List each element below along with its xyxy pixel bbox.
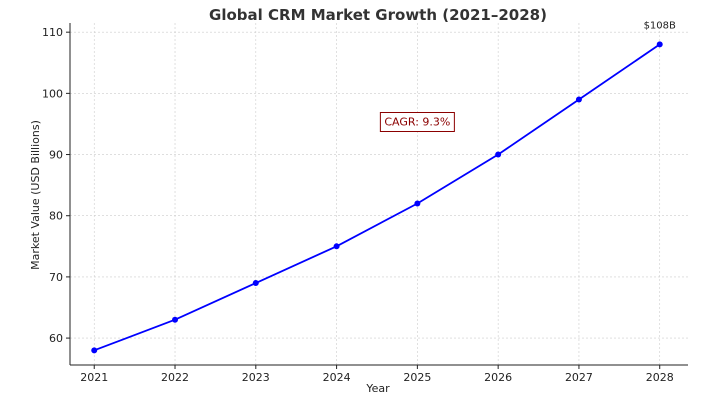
data-point: [333, 243, 340, 250]
x-tick-label: 2023: [242, 371, 270, 384]
cagr-annotation: CAGR: 9.3%: [379, 112, 455, 133]
annotations: CAGR: 9.3% $108B: [379, 21, 676, 133]
y-tick-label: 60: [49, 332, 63, 345]
x-tick-label: 2021: [80, 371, 108, 384]
y-tick-label: 100: [42, 87, 63, 100]
y-axis-label: Market Value (USD Billions): [29, 120, 42, 270]
series-line: [93, 43, 661, 352]
x-tick-label: 2024: [323, 371, 351, 384]
y-tick-label: 110: [42, 26, 63, 39]
chart-title: Global CRM Market Growth (2021–2028): [209, 6, 547, 24]
cagr-label: CAGR: 9.3%: [384, 116, 450, 129]
data-point: [414, 200, 421, 207]
endpoint-value-label: $108B: [644, 21, 676, 32]
y-tick-label: 80: [49, 210, 63, 223]
x-tick-label: 2027: [565, 371, 593, 384]
y-tick-label: 70: [49, 271, 63, 284]
data-point: [495, 151, 502, 158]
x-axis-label: Year: [365, 382, 390, 395]
series: [91, 41, 663, 354]
grid: [70, 23, 688, 365]
x-tick-label: 2025: [403, 371, 431, 384]
cagr-box: [379, 112, 455, 133]
x-tick-label: 2028: [646, 371, 674, 384]
data-point: [91, 347, 98, 354]
x-tick-label: 2026: [484, 371, 512, 384]
data-point: [252, 280, 259, 287]
data-point: [575, 96, 582, 103]
y-tick-label: 90: [49, 149, 63, 162]
axes: [69, 23, 688, 366]
data-point: [172, 316, 179, 323]
ticks: 2021 2022 2023 2024 2025 2026 2027 2028 60 70 80 90…: [42, 26, 674, 384]
data-point: [656, 41, 663, 48]
x-tick-label: 2022: [161, 371, 189, 384]
